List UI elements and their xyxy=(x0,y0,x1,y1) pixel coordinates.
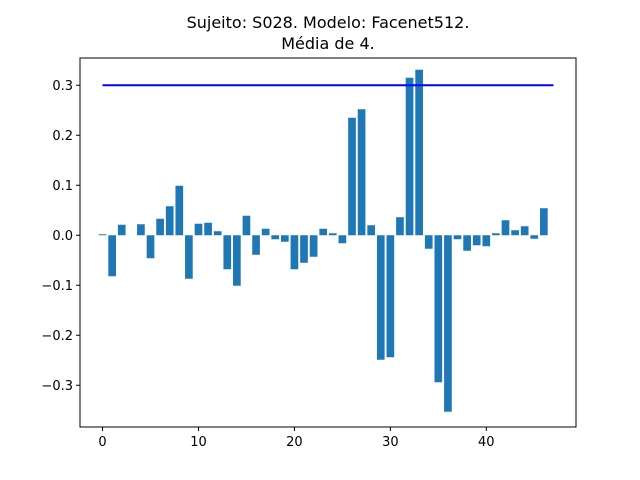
y-tick-label: 0.0 xyxy=(52,229,73,244)
y-tick-label: −0.1 xyxy=(41,279,73,294)
bar-18 xyxy=(271,235,280,240)
bar-24 xyxy=(328,233,337,236)
bar-12 xyxy=(213,231,222,236)
bar-10 xyxy=(194,223,203,236)
bar-42 xyxy=(501,220,510,236)
bar-43 xyxy=(511,230,519,236)
bar-27 xyxy=(357,109,366,236)
bar-39 xyxy=(472,235,481,246)
y-tick-label: 0.1 xyxy=(52,179,73,194)
bar-31 xyxy=(396,217,404,236)
bar-20 xyxy=(290,235,299,270)
bar-26 xyxy=(348,117,356,236)
bar-13 xyxy=(223,235,232,270)
bar-34 xyxy=(424,235,433,249)
bar-0 xyxy=(98,234,107,236)
x-tick-label: 40 xyxy=(478,435,495,450)
bar-35 xyxy=(434,235,443,383)
bar-30 xyxy=(386,235,395,358)
bar-25 xyxy=(338,235,347,244)
y-axis-ticks: −0.3 −0.2 −0.1 0.0 0.1 0.2 0.3 xyxy=(41,79,80,394)
bar-1 xyxy=(108,235,116,277)
bar-4 xyxy=(137,224,145,236)
bar-32 xyxy=(405,77,414,236)
bar-41 xyxy=(492,233,500,236)
bar-6 xyxy=(156,218,164,236)
x-axis-ticks: 0 10 20 30 40 xyxy=(98,427,495,450)
x-tick-label: 20 xyxy=(286,435,303,450)
bars-group xyxy=(98,69,548,412)
x-tick-label: 0 xyxy=(98,435,106,450)
bar-33 xyxy=(415,69,423,236)
plot-frame xyxy=(79,57,577,428)
bar-36 xyxy=(444,235,452,412)
bar-11 xyxy=(204,222,212,236)
bar-5 xyxy=(146,235,155,259)
bar-7 xyxy=(165,206,174,236)
bar-28 xyxy=(367,225,376,236)
bar-40 xyxy=(482,235,491,247)
x-tick-label: 10 xyxy=(190,435,207,450)
bar-29 xyxy=(376,235,385,360)
y-tick-label: 0.3 xyxy=(52,79,73,94)
bar-8 xyxy=(175,185,184,236)
bar-22 xyxy=(309,235,318,257)
bar-14 xyxy=(233,235,241,286)
chart-title-line2: Média de 4. xyxy=(281,34,375,53)
bar-37 xyxy=(453,235,462,240)
bar-45 xyxy=(530,235,539,239)
y-tick-label: 0.2 xyxy=(52,129,73,144)
bar-15 xyxy=(242,215,251,236)
bar-38 xyxy=(463,235,471,251)
y-tick-label: −0.3 xyxy=(41,379,73,394)
bar-9 xyxy=(185,235,193,279)
x-tick-label: 30 xyxy=(382,435,399,450)
bar-2 xyxy=(117,224,126,236)
bar-44 xyxy=(520,226,529,236)
bar-21 xyxy=(300,235,308,263)
bar-23 xyxy=(319,228,328,236)
bar-46 xyxy=(540,208,548,236)
bar-16 xyxy=(252,235,260,255)
y-tick-label: −0.2 xyxy=(41,329,73,344)
bar-19 xyxy=(280,235,289,242)
bar-17 xyxy=(261,228,270,236)
chart-title-line1: Sujeito: S028. Modelo: Facenet512. xyxy=(187,13,470,32)
